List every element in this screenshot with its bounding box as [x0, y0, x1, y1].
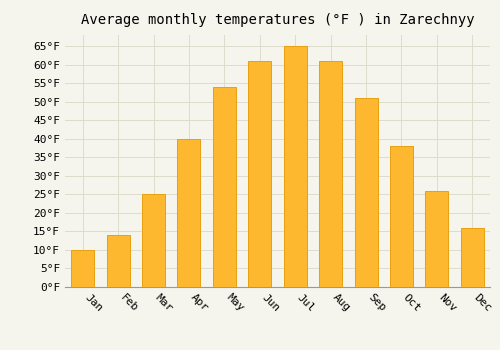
- Bar: [284, 46, 306, 287]
- Bar: [71, 250, 94, 287]
- Bar: [390, 146, 413, 287]
- Bar: [354, 98, 378, 287]
- Bar: [319, 61, 342, 287]
- Bar: [248, 61, 272, 287]
- Bar: [426, 191, 448, 287]
- Title: Average monthly temperatures (°F ) in Zarechnyy: Average monthly temperatures (°F ) in Za…: [80, 13, 474, 27]
- Bar: [461, 228, 484, 287]
- Bar: [106, 235, 130, 287]
- Bar: [178, 139, 201, 287]
- Bar: [213, 87, 236, 287]
- Bar: [142, 194, 165, 287]
